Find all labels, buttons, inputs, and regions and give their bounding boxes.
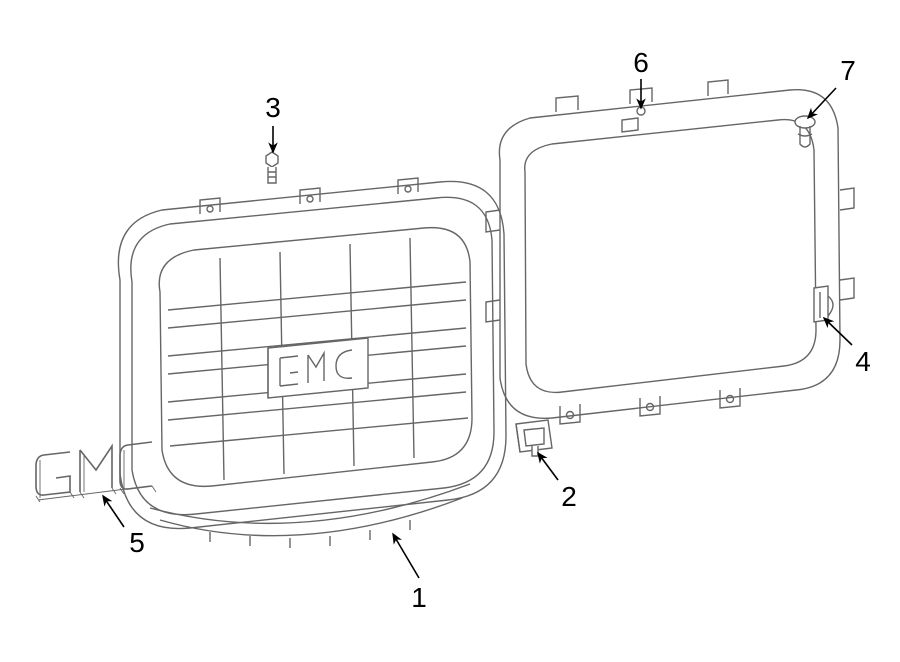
callout-2: 2 bbox=[561, 481, 577, 513]
front-grille bbox=[118, 152, 506, 548]
callout-1: 1 bbox=[411, 582, 427, 614]
callout-3: 3 bbox=[265, 92, 281, 124]
grille-surround bbox=[486, 80, 854, 424]
side-clip bbox=[814, 286, 833, 322]
retainer-clip bbox=[516, 420, 552, 456]
diagram-stage: 1 2 3 4 5 6 7 bbox=[0, 0, 900, 662]
callout-4: 4 bbox=[855, 346, 871, 378]
hex-bolt bbox=[266, 152, 278, 183]
diagram-svg bbox=[0, 0, 900, 662]
callout-7: 7 bbox=[840, 55, 856, 87]
grille-emblem-plate bbox=[268, 338, 368, 398]
callout-5: 5 bbox=[129, 527, 145, 559]
callout-arrows bbox=[103, 79, 852, 578]
gmc-emblem bbox=[36, 442, 156, 502]
callout-6: 6 bbox=[633, 47, 649, 79]
